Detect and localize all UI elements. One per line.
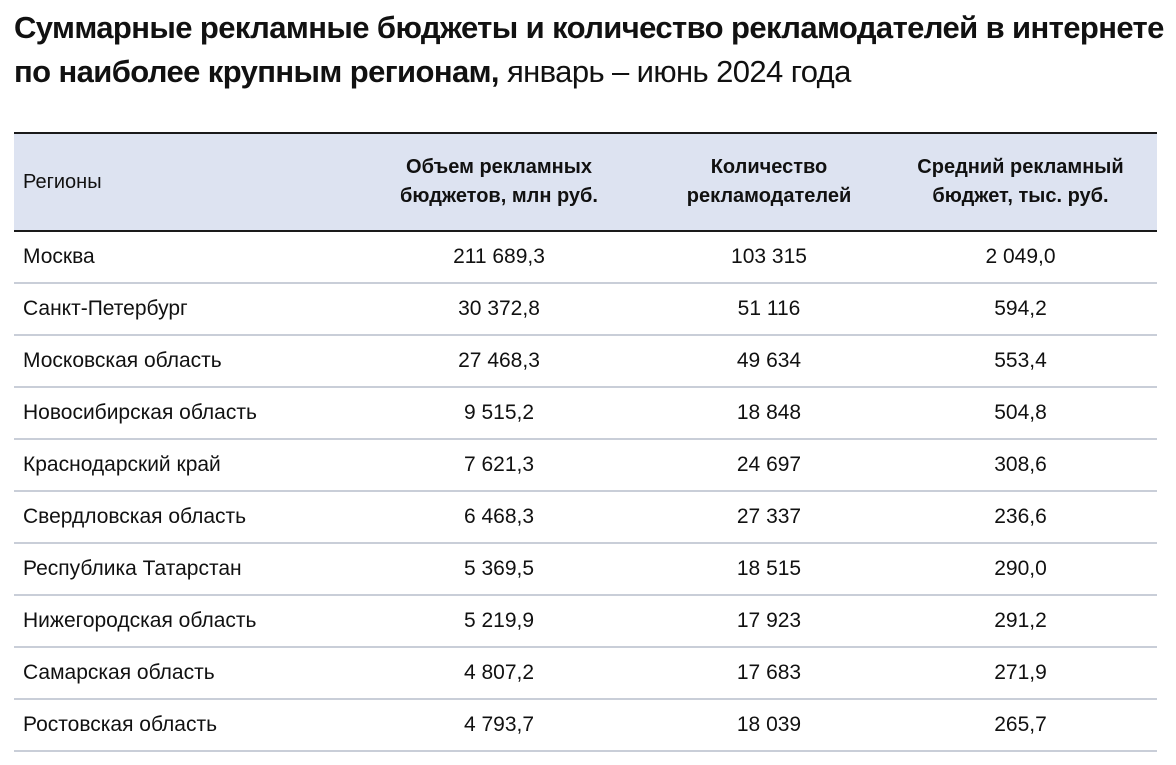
header-avg-budget: Средний рекламный бюджет, тыс. руб.	[917, 156, 1124, 207]
cell-avg-budget: 291,2	[994, 609, 1047, 632]
table-row: Самарская область 4 807,2 17 683 271,9	[14, 648, 1157, 700]
cell-budget: 30 372,8	[458, 297, 540, 320]
table-row: Краснодарский край 7 621,3 24 697 308,6	[14, 440, 1157, 492]
table-row: Санкт-Петербург 30 372,8 51 116 594,2	[14, 284, 1157, 336]
cell-avg-budget: 594,2	[994, 297, 1047, 320]
cell-region: Москва	[23, 245, 95, 268]
cell-avg-budget: 290,0	[994, 557, 1047, 580]
cell-region: Новосибирская область	[23, 401, 257, 424]
table-row: Московская область 27 468,3 49 634 553,4	[14, 336, 1157, 388]
table-row: Москва 211 689,3 103 315 2 049,0	[14, 232, 1157, 284]
cell-advertisers: 17 683	[736, 661, 802, 684]
page-title: Суммарные рекламные бюджеты и количество…	[14, 6, 1164, 94]
cell-advertisers: 103 315	[731, 245, 807, 268]
table-row: Ростовская область 4 793,7 18 039 265,7	[14, 700, 1157, 752]
cell-region: Свердловская область	[23, 505, 247, 528]
cell-budget: 27 468,3	[458, 349, 540, 372]
cell-region: Самарская область	[23, 661, 215, 684]
title-period: январь – июнь 2024 года	[498, 54, 851, 89]
cell-advertisers: 18 848	[736, 401, 802, 424]
cell-region: Республика Татарстан	[23, 557, 242, 580]
cell-avg-budget: 308,6	[994, 453, 1047, 476]
cell-region: Ростовская область	[23, 713, 218, 736]
cell-budget: 7 621,3	[463, 453, 535, 476]
cell-avg-budget: 2 049,0	[985, 245, 1056, 268]
cell-advertisers: 24 697	[736, 453, 802, 476]
cell-avg-budget: 236,6	[994, 505, 1047, 528]
table-top-rule	[14, 132, 1157, 134]
cell-budget: 5 369,5	[463, 557, 535, 580]
cell-advertisers: 51 116	[737, 297, 801, 320]
table-header: Регионы Объем рекламных бюджетов, млн ру…	[14, 134, 1157, 232]
cell-avg-budget: 553,4	[994, 349, 1047, 372]
cell-budget: 6 468,3	[463, 505, 535, 528]
cell-budget: 4 793,7	[463, 713, 535, 736]
cell-budget: 211 689,3	[453, 245, 545, 268]
cell-region: Московская область	[23, 349, 222, 372]
cell-avg-budget: 265,7	[994, 713, 1047, 736]
cell-region: Краснодарский край	[23, 453, 221, 476]
cell-budget: 4 807,2	[463, 661, 535, 684]
table-row: Республика Татарстан 5 369,5 18 515 290,0	[14, 544, 1157, 596]
table-row: Свердловская область 6 468,3 27 337 236,6	[14, 492, 1157, 544]
cell-advertisers: 27 337	[736, 505, 802, 528]
cell-budget: 9 515,2	[463, 401, 535, 424]
header-advertisers: Количество рекламодателей	[686, 156, 852, 207]
cell-avg-budget: 271,9	[994, 661, 1047, 684]
cell-avg-budget: 504,8	[994, 401, 1047, 424]
cell-region: Нижегородская область	[23, 609, 257, 632]
table-row: Нижегородская область 5 219,9 17 923 291,2	[14, 596, 1157, 648]
header-budget: Объем рекламных бюджетов, млн руб.	[400, 156, 598, 207]
cell-budget: 5 219,9	[463, 609, 535, 632]
title-bold: Суммарные рекламные бюджеты и количество…	[14, 10, 1164, 89]
cell-advertisers: 18 039	[736, 713, 802, 736]
header-regions: Регионы	[23, 170, 102, 193]
table-row: Новосибирская область 9 515,2 18 848 504,8	[14, 388, 1157, 440]
cell-advertisers: 18 515	[736, 557, 802, 580]
cell-advertisers: 17 923	[736, 609, 802, 632]
cell-region: Санкт-Петербург	[23, 297, 188, 320]
cell-advertisers: 49 634	[736, 349, 802, 372]
